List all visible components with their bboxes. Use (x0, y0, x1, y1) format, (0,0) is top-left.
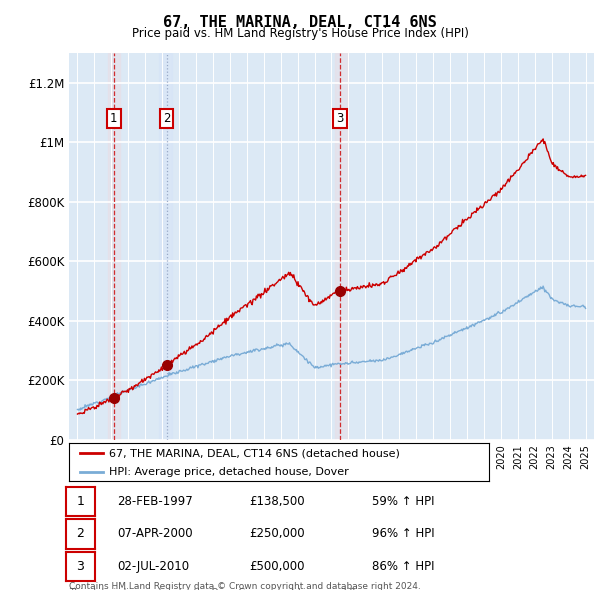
Text: HPI: Average price, detached house, Dover: HPI: Average price, detached house, Dove… (109, 467, 349, 477)
Text: 1: 1 (110, 112, 118, 125)
Text: 02-JUL-2010: 02-JUL-2010 (117, 560, 189, 573)
Text: 2: 2 (163, 112, 170, 125)
Bar (159, 53, 172, 440)
Text: 3: 3 (76, 560, 85, 573)
Text: £500,000: £500,000 (249, 560, 305, 573)
Text: 67, THE MARINA, DEAL, CT14 6NS (detached house): 67, THE MARINA, DEAL, CT14 6NS (detached… (109, 448, 400, 458)
Text: Price paid vs. HM Land Registry's House Price Index (HPI): Price paid vs. HM Land Registry's House … (131, 27, 469, 40)
Text: 07-APR-2000: 07-APR-2000 (117, 527, 193, 540)
Text: 86% ↑ HPI: 86% ↑ HPI (372, 560, 434, 573)
Text: £138,500: £138,500 (249, 495, 305, 508)
Text: This data is licensed under the Open Government Licence v3.0.: This data is licensed under the Open Gov… (69, 588, 358, 590)
Text: 2: 2 (76, 527, 85, 540)
Text: Contains HM Land Registry data © Crown copyright and database right 2024.: Contains HM Land Registry data © Crown c… (69, 582, 421, 590)
Text: 96% ↑ HPI: 96% ↑ HPI (372, 527, 434, 540)
Text: 59% ↑ HPI: 59% ↑ HPI (372, 495, 434, 508)
Text: 28-FEB-1997: 28-FEB-1997 (117, 495, 193, 508)
Bar (335, 53, 349, 440)
Text: 3: 3 (336, 112, 344, 125)
Text: 67, THE MARINA, DEAL, CT14 6NS: 67, THE MARINA, DEAL, CT14 6NS (163, 15, 437, 30)
Bar (108, 53, 120, 440)
Text: £250,000: £250,000 (249, 527, 305, 540)
Text: 1: 1 (76, 495, 85, 508)
